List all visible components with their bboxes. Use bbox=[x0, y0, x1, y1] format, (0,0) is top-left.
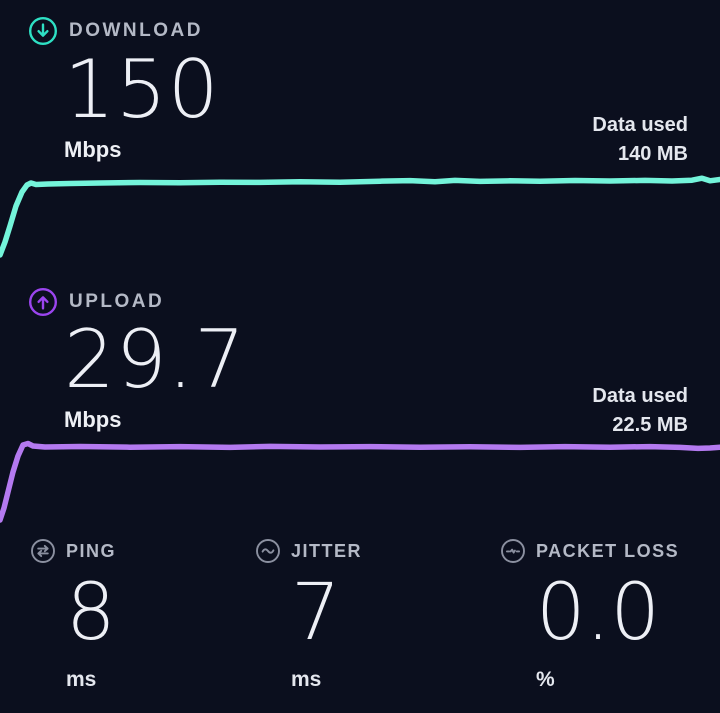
ping-value: 8 bbox=[66, 568, 116, 658]
upload-unit: Mbps bbox=[64, 407, 122, 432]
download-unit: Mbps bbox=[64, 137, 122, 162]
packet-loss-unit: % bbox=[536, 668, 555, 691]
packet-loss-pulse-icon bbox=[501, 539, 525, 563]
jitter-wave-icon bbox=[256, 539, 280, 563]
download-arrow-circle-icon bbox=[28, 16, 58, 46]
download-header: DOWNLOAD bbox=[28, 16, 203, 46]
upload-arrow-circle-icon bbox=[28, 287, 58, 317]
upload-label: UPLOAD bbox=[69, 291, 165, 312]
upload-header: UPLOAD bbox=[28, 287, 164, 317]
packet-loss-value: 0.0 bbox=[536, 568, 661, 658]
ping-label: PING bbox=[66, 540, 117, 561]
download-data-used-value: 140 MB bbox=[617, 143, 688, 165]
packet-loss-label: PACKET LOSS bbox=[536, 540, 680, 561]
upload-speed-sparkline bbox=[0, 440, 720, 523]
packet-loss-header: PACKET LOSS bbox=[500, 538, 679, 564]
jitter-header: JITTER bbox=[255, 538, 362, 564]
ping-header: PING bbox=[30, 538, 116, 564]
download-speed-sparkline bbox=[0, 175, 720, 258]
upload-data-used-label: Data used bbox=[592, 385, 688, 407]
packet-loss-stat: PACKET LOSS 0.0 % bbox=[500, 538, 679, 692]
jitter-unit: ms bbox=[291, 668, 322, 691]
upload-value: 29.7 bbox=[64, 313, 247, 406]
upload-data-used: Data used 22.5 MB bbox=[592, 382, 688, 440]
download-data-used-label: Data used bbox=[592, 114, 688, 136]
jitter-label: JITTER bbox=[291, 540, 363, 561]
upload-data-used-value: 22.5 MB bbox=[612, 414, 688, 436]
download-label: DOWNLOAD bbox=[69, 20, 203, 41]
jitter-value: 7 bbox=[291, 568, 341, 658]
ping-unit: ms bbox=[66, 668, 97, 691]
download-value: 150 bbox=[64, 43, 220, 136]
ping-exchange-icon bbox=[31, 539, 55, 563]
jitter-stat: JITTER 7 ms bbox=[255, 538, 362, 692]
ping-stat: PING 8 ms bbox=[30, 538, 116, 692]
download-data-used: Data used 140 MB bbox=[592, 111, 688, 169]
